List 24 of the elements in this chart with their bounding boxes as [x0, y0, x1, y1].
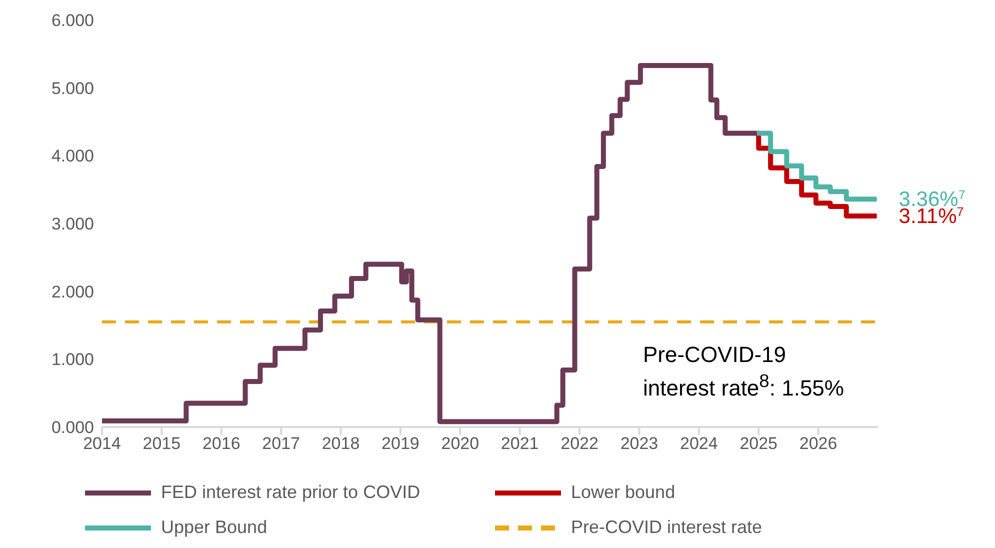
legend-label: Lower bound	[571, 482, 676, 503]
x-tick-label: 2024	[680, 434, 718, 454]
x-tick-label: 2019	[382, 434, 420, 454]
y-tick-label: 2.000	[51, 282, 94, 302]
y-tick-label: 1.000	[51, 350, 94, 370]
x-tick-label: 2025	[740, 434, 778, 454]
annotation: Pre-COVID-19 interest rate$^{8}$: 1.55%	[643, 342, 844, 402]
x-tick-label: 2026	[799, 434, 838, 454]
x-tick-label: 2017	[262, 434, 300, 454]
x-tick-label: 2018	[322, 434, 360, 454]
data-label: 3.11%$^{7}$	[898, 205, 964, 228]
x-tick-label: 2022	[560, 434, 598, 454]
x-tick-label: 2016	[202, 434, 240, 454]
y-tick-label: 3.000	[51, 214, 94, 234]
legend-label: FED interest rate prior to COVID	[161, 482, 420, 503]
legend-label: Upper Bound	[161, 517, 268, 538]
x-tick-label: 2015	[142, 434, 181, 454]
legend-label: Pre-COVID interest rate	[571, 517, 762, 538]
y-tick-label: 6.000	[51, 11, 94, 30]
y-tick-label: 5.000	[51, 78, 94, 98]
y-tick-label: 4.000	[51, 146, 94, 166]
x-tick-label: 2020	[441, 434, 480, 454]
x-tick-label: 2021	[500, 434, 539, 454]
x-tick-label: 2023	[620, 434, 658, 454]
